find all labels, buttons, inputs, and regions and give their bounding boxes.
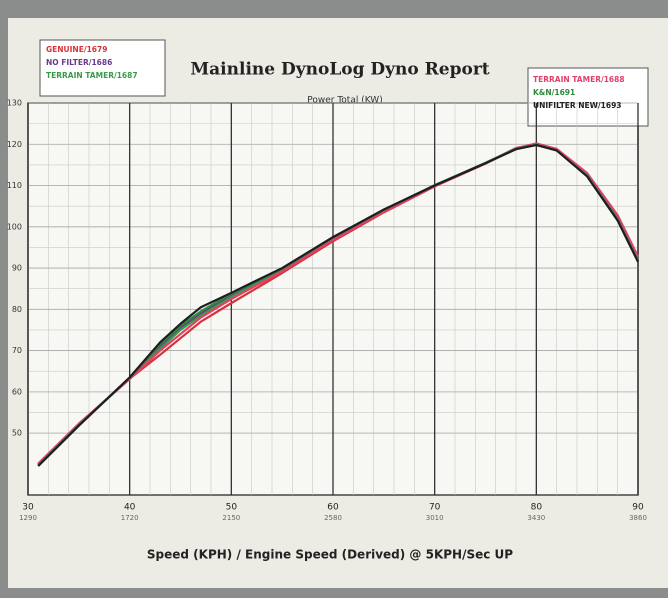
y-tick-label: 90 [12,264,22,273]
y-tick-label: 130 [7,99,22,108]
y-tick-label: 110 [7,181,22,190]
y-tick-label: 100 [7,222,22,231]
legend-entry: NO FILTER/1686 [46,58,112,67]
x-tick-label: 50 [226,503,238,513]
legend-entry: GENUINE/1679 [46,45,107,54]
x-tick-sublabel: 2150 [222,514,240,522]
y-tick-label: 120 [7,140,22,149]
y-tick-label: 80 [12,305,22,314]
x-tick-sublabel: 1720 [121,514,139,522]
x-tick-sublabel: 3430 [527,514,545,522]
x-tick-sublabel: 2580 [324,514,342,522]
chart: Mainline DynoLog Dyno Report Power Total… [0,0,668,598]
x-tick-label: 70 [429,503,441,513]
x-tick-label: 30 [22,503,34,513]
x-axis-label: Speed (KPH) / Engine Speed (Derived) @ 5… [147,548,513,562]
legend-entry: UNIFILTER NEW/1693 [533,101,622,110]
x-tick-label: 40 [124,503,136,513]
x-tick-sublabel: 3860 [629,514,647,522]
legend-entry: K&N/1691 [533,88,575,97]
x-tick-label: 60 [327,503,339,513]
y-tick-label: 60 [12,387,22,396]
x-tick-sublabel: 3010 [426,514,444,522]
chart-subtitle: Power Total (KW) [307,96,382,106]
chart-title: Mainline DynoLog Dyno Report [190,60,489,80]
y-tick-label: 50 [12,429,22,438]
x-tick-label: 80 [531,503,543,513]
y-tick-label: 70 [12,346,22,355]
legend-entry: TERRAIN TAMER/1687 [46,71,138,80]
legend-entry: TERRAIN TAMER/1688 [533,75,625,84]
x-tick-label: 90 [632,503,644,513]
page: {"chart_data": { "type": "line", "title"… [0,0,668,598]
x-tick-sublabel: 1290 [19,514,37,522]
